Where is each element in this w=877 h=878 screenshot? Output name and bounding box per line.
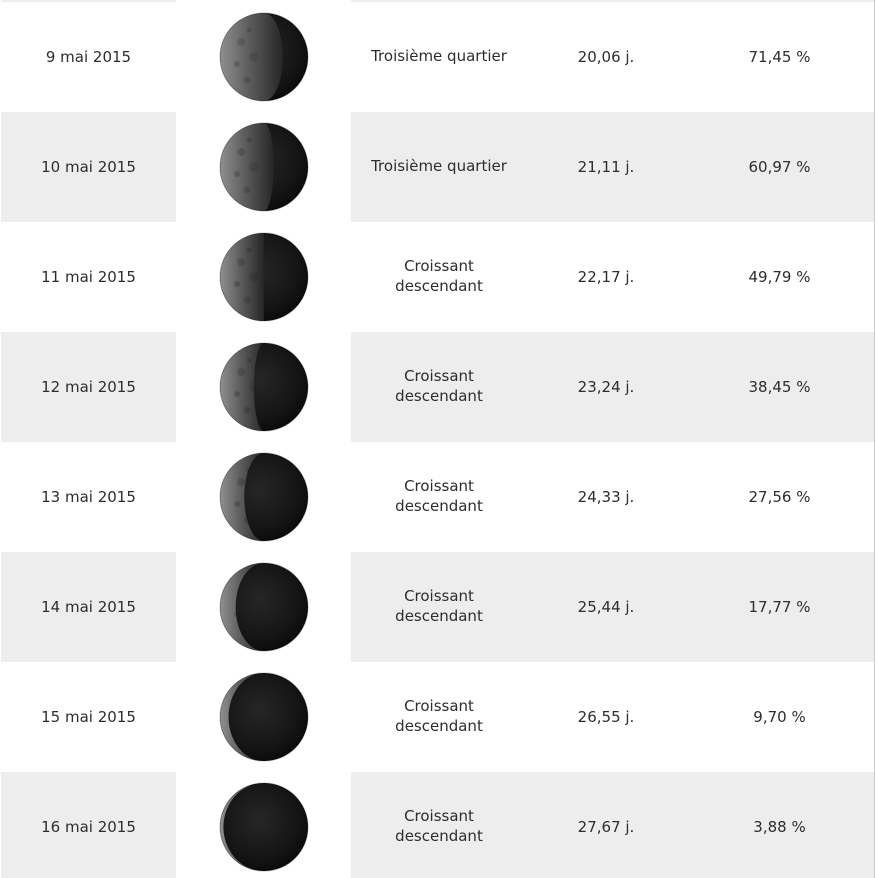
illumination-value: 27,56 % <box>748 488 811 506</box>
age-cell: 24,33 j. <box>527 442 685 552</box>
illumination-cell: 3,88 % <box>685 772 874 878</box>
moon-cell <box>176 552 351 662</box>
illumination-value: 17,77 % <box>748 598 811 616</box>
moon-age-value: 21,11 j. <box>577 158 635 176</box>
moon-phase-image <box>219 782 309 872</box>
age-cell: 26,55 j. <box>527 662 685 772</box>
moon-phase-image <box>219 12 309 102</box>
date-cell: 16 mai 2015 <box>1 772 176 878</box>
moon-age-value: 20,06 j. <box>577 48 635 66</box>
date-cell: 10 mai 2015 <box>1 112 176 222</box>
moon-age-value: 24,33 j. <box>577 488 635 506</box>
table-row: 16 mai 2015 <box>1 772 874 878</box>
moon-age-value: 25,44 j. <box>577 598 635 616</box>
illumination-value: 3,88 % <box>753 818 806 836</box>
phase-label: Croissant descendant <box>395 587 483 625</box>
date-label: 15 mai 2015 <box>41 708 136 726</box>
phase-label: Troisième quartier <box>371 157 507 176</box>
moon-cell <box>176 112 351 222</box>
date-label: 14 mai 2015 <box>41 598 136 616</box>
phase-cell: Troisième quartier <box>351 2 527 112</box>
phase-cell: Croissant descendant <box>351 222 527 332</box>
phase-label: Croissant descendant <box>395 807 483 845</box>
moon-cell <box>176 222 351 332</box>
phase-cell: Troisième quartier <box>351 112 527 222</box>
phase-label: Croissant descendant <box>395 257 483 295</box>
table-row: 10 mai 2015 <box>1 112 874 222</box>
age-cell: 27,67 j. <box>527 772 685 878</box>
phase-label: Croissant descendant <box>395 477 483 515</box>
table-row: 15 mai 2015 <box>1 662 874 772</box>
table-row: 9 mai 2015 <box>1 2 874 112</box>
table-row-partial <box>1 0 874 2</box>
moon-phase-image <box>219 232 309 322</box>
age-cell: 22,17 j. <box>527 222 685 332</box>
illumination-cell: 27,56 % <box>685 442 874 552</box>
illumination-cell: 9,70 % <box>685 662 874 772</box>
moon-phase-image <box>219 122 309 212</box>
moon-phase-image <box>219 562 309 652</box>
date-cell: 14 mai 2015 <box>1 552 176 662</box>
age-cell: 25,44 j. <box>527 552 685 662</box>
moon-age-value: 26,55 j. <box>577 708 635 726</box>
moon-cell <box>176 772 351 878</box>
illumination-cell: 60,97 % <box>685 112 874 222</box>
moon-cell <box>176 2 351 112</box>
phase-cell: Croissant descendant <box>351 662 527 772</box>
moon-phase-image <box>219 342 309 432</box>
phase-label: Croissant descendant <box>395 697 483 735</box>
illumination-value: 60,97 % <box>748 158 811 176</box>
date-cell: 15 mai 2015 <box>1 662 176 772</box>
date-cell: 13 mai 2015 <box>1 442 176 552</box>
illumination-value: 71,45 % <box>748 48 811 66</box>
age-cell: 20,06 j. <box>527 2 685 112</box>
phase-cell: Croissant descendant <box>351 332 527 442</box>
phase-cell: Croissant descendant <box>351 772 527 878</box>
table-row: 11 mai 2015 <box>1 222 874 332</box>
date-cell: 12 mai 2015 <box>1 332 176 442</box>
date-cell: 9 mai 2015 <box>1 2 176 112</box>
illumination-value: 49,79 % <box>748 268 811 286</box>
phase-cell: Croissant descendant <box>351 552 527 662</box>
phase-cell: Croissant descendant <box>351 442 527 552</box>
moon-age-value: 22,17 j. <box>577 268 635 286</box>
date-label: 10 mai 2015 <box>41 158 136 176</box>
date-cell: 11 mai 2015 <box>1 222 176 332</box>
illumination-value: 38,45 % <box>748 378 811 396</box>
moon-cell <box>176 0 351 2</box>
date-label: 13 mai 2015 <box>41 488 136 506</box>
moon-phase-image <box>219 672 309 762</box>
date-label: 9 mai 2015 <box>45 48 132 66</box>
age-cell: 23,24 j. <box>527 332 685 442</box>
illumination-cell: 17,77 % <box>685 552 874 662</box>
table-row: 13 mai 2015 <box>1 442 874 552</box>
moon-cell <box>176 332 351 442</box>
moon-cell <box>176 442 351 552</box>
illumination-cell: 38,45 % <box>685 332 874 442</box>
table-row: 12 mai 2015 <box>1 332 874 442</box>
date-label: 11 mai 2015 <box>41 268 136 286</box>
age-cell: 21,11 j. <box>527 112 685 222</box>
illumination-cell: 49,79 % <box>685 222 874 332</box>
table-row: 14 mai 2015 <box>1 552 874 662</box>
date-label: 12 mai 2015 <box>41 378 136 396</box>
illumination-cell: 71,45 % <box>685 2 874 112</box>
moon-age-value: 23,24 j. <box>577 378 635 396</box>
moon-age-value: 27,67 j. <box>577 818 635 836</box>
phase-label: Croissant descendant <box>395 367 483 405</box>
illumination-value: 9,70 % <box>753 708 806 726</box>
moon-phase-image <box>219 452 309 542</box>
date-label: 16 mai 2015 <box>41 818 136 836</box>
moon-cell <box>176 662 351 772</box>
phase-label: Troisième quartier <box>371 47 507 66</box>
